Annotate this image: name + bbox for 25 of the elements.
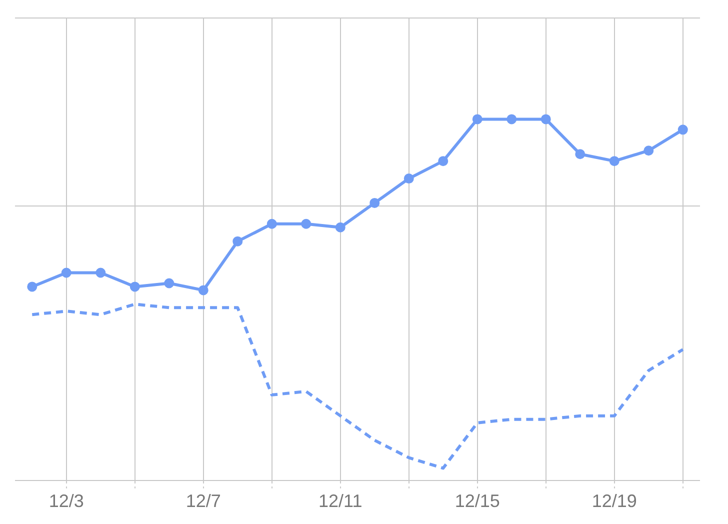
point <box>266 218 277 229</box>
point <box>27 282 38 292</box>
point <box>164 278 174 288</box>
point <box>198 285 208 296</box>
x-tick-label: 12/11 <box>318 491 362 512</box>
x-tick-label: 12/19 <box>592 491 637 512</box>
point <box>370 198 380 208</box>
x-tick-label: 12/7 <box>186 491 221 512</box>
point <box>540 114 551 124</box>
point <box>609 156 620 166</box>
point <box>232 236 243 246</box>
point <box>96 268 106 278</box>
point <box>644 146 654 156</box>
x-tick-label: 12/15 <box>454 491 500 512</box>
point <box>575 149 586 160</box>
point <box>472 114 482 124</box>
point <box>404 174 414 184</box>
point <box>61 268 72 278</box>
point <box>506 114 517 124</box>
point <box>335 222 346 232</box>
point <box>678 124 688 135</box>
x-tick-label: 12/3 <box>48 491 84 512</box>
point <box>438 156 448 166</box>
point <box>301 218 312 229</box>
point <box>130 282 140 292</box>
